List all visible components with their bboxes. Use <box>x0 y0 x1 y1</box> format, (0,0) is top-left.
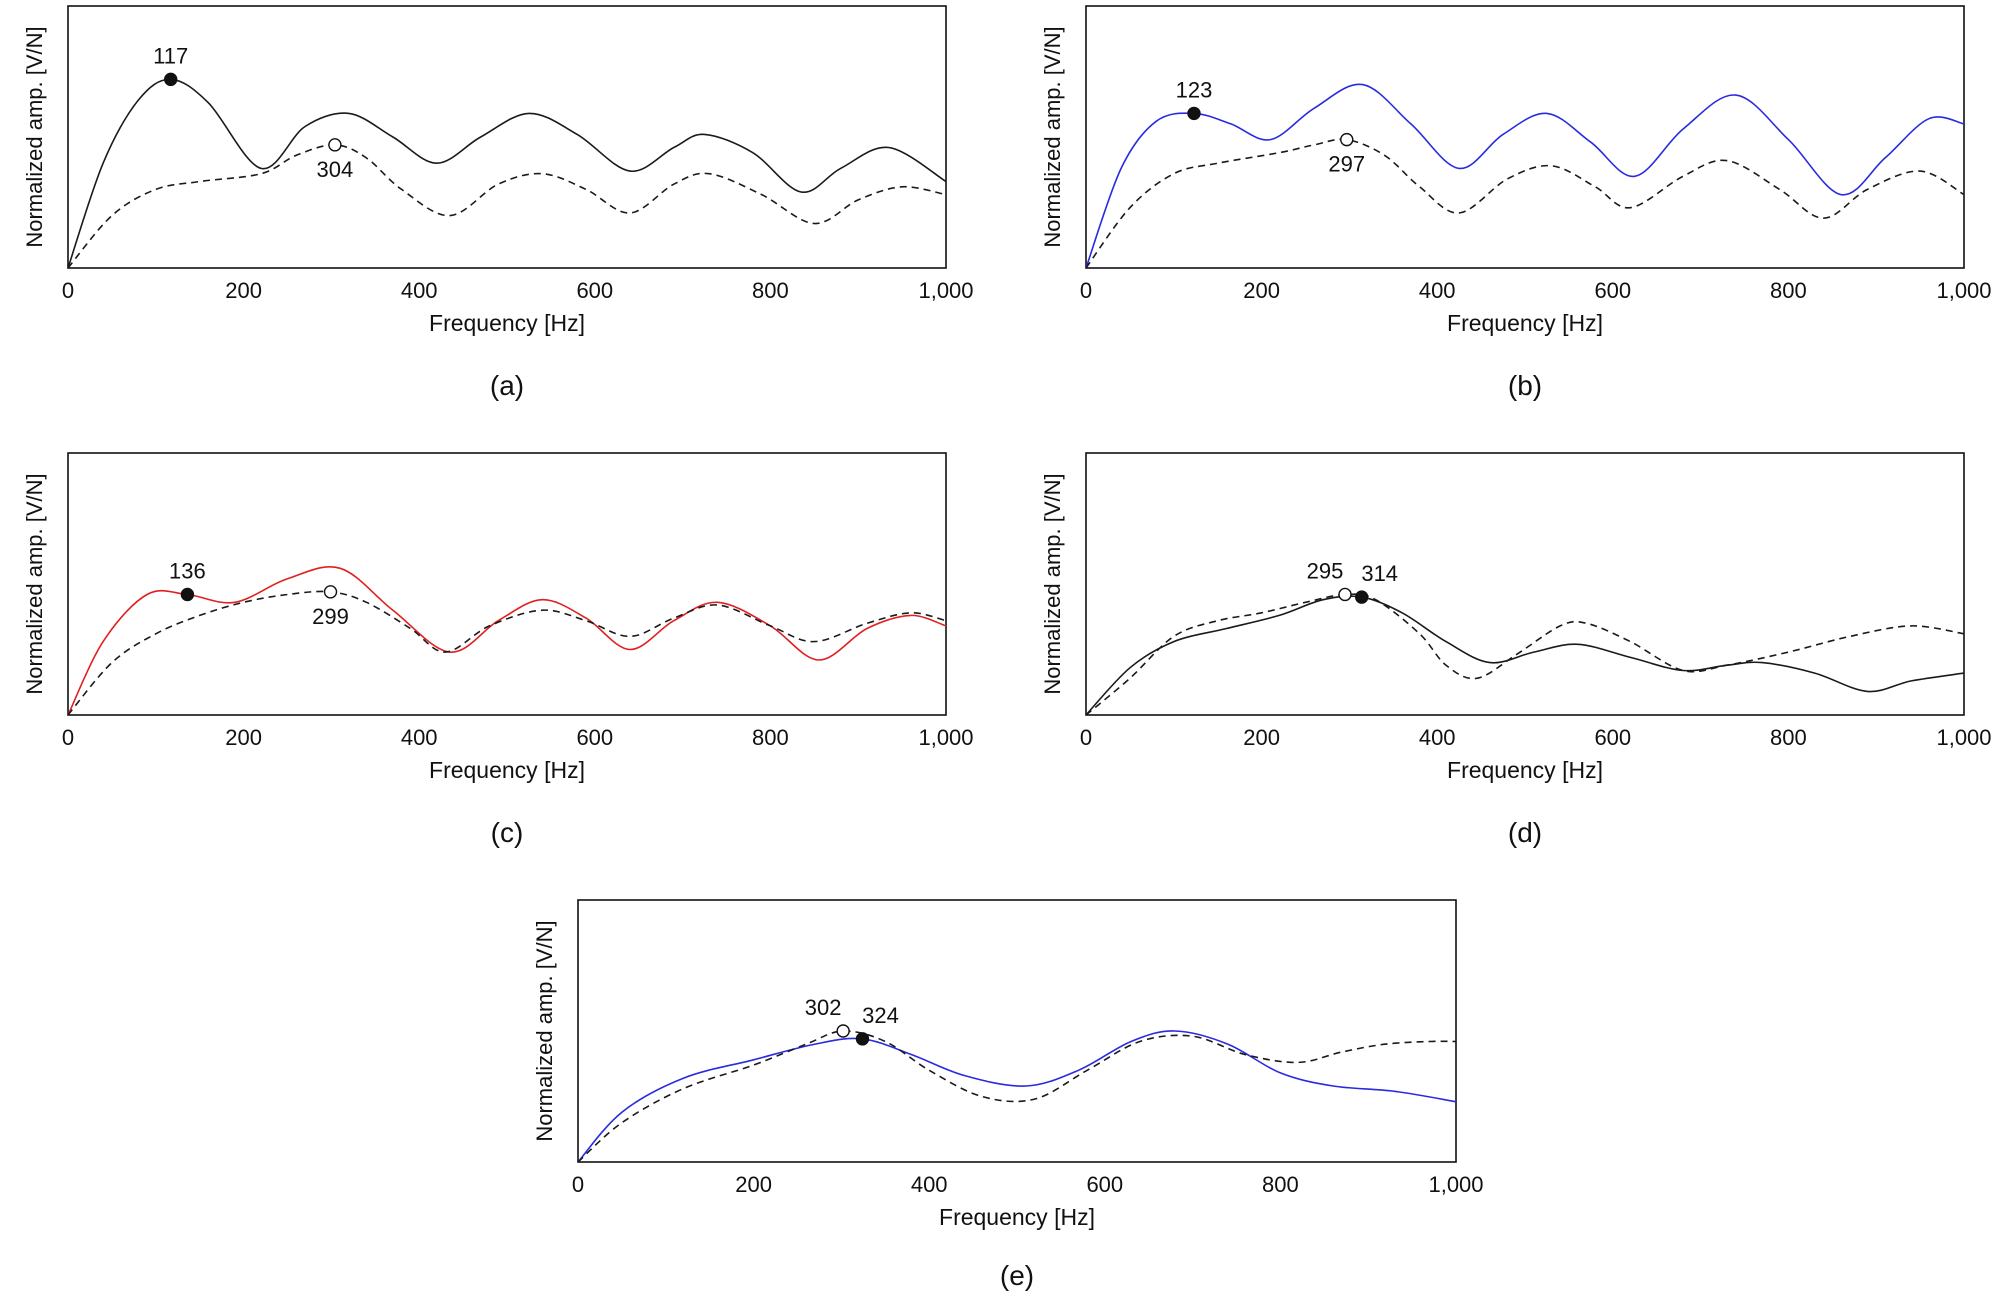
peak-marker-295 <box>1338 587 1352 602</box>
peak-marker-304 <box>328 138 342 152</box>
x-tick-label: 400 <box>401 278 438 303</box>
peak-marker-302 <box>836 1024 850 1038</box>
x-tick-label: 800 <box>1770 278 1807 303</box>
chart-panel-d: 295 314 0 200 400 600 800 1,000 Frequency [Hz] No… <box>1040 452 1992 848</box>
x-tick-label: 200 <box>735 1172 772 1197</box>
x-tick-label: 1,000 <box>1936 725 1991 750</box>
peak-label-304: 304 <box>317 157 354 182</box>
series-dashed-line <box>577 1030 1457 1163</box>
chart-panel-e: 302 324 0 200 400 600 800 1,000 Frequency [Hz] No… <box>532 899 1484 1291</box>
plot-frame <box>577 899 1457 1163</box>
series-dashed-line <box>67 590 947 716</box>
x-tick-label: 400 <box>1419 278 1456 303</box>
peak-label-295: 295 <box>1307 558 1344 583</box>
x-tick-label: 0 <box>1080 278 1092 303</box>
peak-marker-314 <box>1354 590 1369 604</box>
x-tick-label: 400 <box>911 1172 948 1197</box>
x-tick-label: 200 <box>225 278 262 303</box>
series-solid-line <box>67 78 947 269</box>
x-axis-label: Frequency [Hz] <box>939 1204 1095 1230</box>
panel-caption: (e) <box>1000 1260 1034 1291</box>
x-tick-label: 1,000 <box>918 278 973 303</box>
series-solid-line <box>1085 595 1965 716</box>
panel-caption: (c) <box>491 817 524 848</box>
peak-label-297: 297 <box>1328 152 1365 177</box>
x-tick-label: 400 <box>401 725 438 750</box>
peak-label-136: 136 <box>169 558 206 583</box>
x-tick-label: 200 <box>1243 725 1280 750</box>
series-dashed-line <box>1085 138 1965 269</box>
peak-marker-136 <box>180 587 195 602</box>
plot-frame <box>67 452 947 716</box>
chart-panel-b: 123 297 0 200 400 600 800 1,000 Frequency [Hz] No… <box>1040 5 1992 401</box>
x-tick-label: 800 <box>1262 1172 1299 1197</box>
y-axis-label: Normalized amp. [V/N] <box>1040 473 1065 694</box>
peak-label-314: 314 <box>1361 561 1398 586</box>
chart-panel-c: 136 299 0 200 400 600 800 1,000 Frequency [Hz] No… <box>22 452 974 848</box>
chart-panel-a: 117 304 0 200 400 600 800 1,000 Frequency [Hz] No… <box>22 5 974 401</box>
x-tick-label: 200 <box>1243 278 1280 303</box>
panel-caption: (d) <box>1508 817 1542 848</box>
x-tick-label: 600 <box>1594 278 1631 303</box>
x-tick-label: 400 <box>1419 725 1456 750</box>
peak-marker-123 <box>1187 106 1201 121</box>
x-tick-label: 800 <box>752 278 789 303</box>
x-tick-label: 600 <box>576 278 613 303</box>
y-axis-label: Normalized amp. [V/N] <box>1040 26 1065 247</box>
series-dashed-line <box>1085 593 1965 716</box>
x-tick-label: 1,000 <box>1428 1172 1483 1197</box>
x-axis-label: Frequency [Hz] <box>429 757 585 783</box>
peak-marker-324 <box>855 1032 870 1046</box>
peak-label-324: 324 <box>862 1003 899 1028</box>
y-axis-label: Normalized amp. [V/N] <box>532 920 557 1141</box>
x-tick-label: 1,000 <box>918 725 973 750</box>
series-solid-line <box>1085 83 1965 269</box>
x-tick-label: 800 <box>1770 725 1807 750</box>
x-tick-label: 0 <box>1080 725 1092 750</box>
series-dashed-line <box>67 144 947 269</box>
peak-label-302: 302 <box>805 995 842 1020</box>
peak-marker-297 <box>1340 132 1354 147</box>
peak-label-123: 123 <box>1176 77 1213 102</box>
x-tick-label: 600 <box>576 725 613 750</box>
x-tick-label: 0 <box>62 725 74 750</box>
panel-caption: (a) <box>490 370 524 401</box>
peak-label-299: 299 <box>312 604 349 629</box>
x-axis-label: Frequency [Hz] <box>429 310 585 336</box>
plot-frame <box>67 5 947 269</box>
x-tick-label: 600 <box>1086 1172 1123 1197</box>
x-axis-label: Frequency [Hz] <box>1447 310 1603 336</box>
x-tick-label: 0 <box>62 278 74 303</box>
x-tick-label: 600 <box>1594 725 1631 750</box>
peak-marker-117 <box>164 72 178 87</box>
x-axis-label: Frequency [Hz] <box>1447 757 1603 783</box>
y-axis-label: Normalized amp. [V/N] <box>22 473 47 694</box>
y-axis-label: Normalized amp. [V/N] <box>22 26 47 247</box>
peak-label-117: 117 <box>153 43 188 68</box>
series-solid-line <box>577 1030 1457 1163</box>
plot-frame <box>1085 452 1965 716</box>
x-tick-label: 1,000 <box>1936 278 1991 303</box>
x-tick-label: 800 <box>752 725 789 750</box>
x-tick-label: 200 <box>225 725 262 750</box>
peak-marker-299 <box>323 585 338 599</box>
plot-frame <box>1085 5 1965 269</box>
x-tick-label: 0 <box>572 1172 584 1197</box>
panel-caption: (b) <box>1508 370 1542 401</box>
